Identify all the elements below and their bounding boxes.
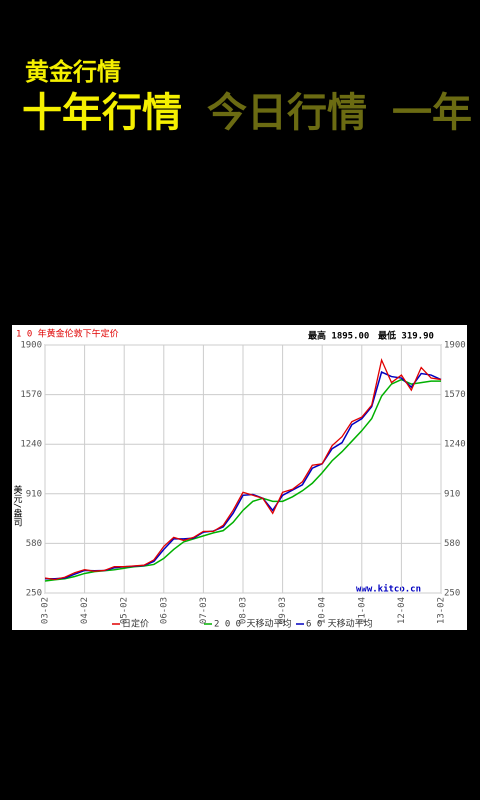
chart: 1 0 年黄金伦敦下午定价 最高 1895.00 最低 319.90 www.k… xyxy=(12,325,467,630)
y-tick-label: 1240 xyxy=(444,440,466,450)
price-line xyxy=(45,371,442,580)
y-tick-label: 580 xyxy=(444,539,460,549)
x-tick-label: 06-03 xyxy=(159,597,169,624)
y-tick-label: 1900 xyxy=(444,341,466,351)
x-tick-label: 05-02 xyxy=(120,597,130,624)
legend-label: 6 0 天移动平均 xyxy=(306,618,373,630)
x-tick-label: 08-03 xyxy=(239,597,249,624)
y-tick-label: 250 xyxy=(26,589,42,599)
y-tick-label: 910 xyxy=(444,489,460,499)
x-tick-label: 07-03 xyxy=(199,597,209,624)
tab[interactable]: 十年行情 xyxy=(22,90,182,136)
annotation: 最高 1895.00 xyxy=(308,330,369,342)
y-tick-label: 1570 xyxy=(20,390,42,400)
chart-title: 1 0 年黄金伦敦下午定价 xyxy=(16,328,119,340)
tab[interactable]: 今日行情 xyxy=(207,90,367,136)
annotation: www.kitco.cn xyxy=(356,584,421,595)
x-tick-label: 04-02 xyxy=(80,597,90,624)
x-tick-label: 03-02 xyxy=(41,597,51,624)
x-tick-label: 11-04 xyxy=(357,597,367,624)
price-line xyxy=(44,378,441,582)
y-tick-label: 1240 xyxy=(20,440,42,450)
price-line xyxy=(44,357,442,581)
tab[interactable]: 一年 xyxy=(392,90,472,136)
x-tick-label: 12-04 xyxy=(397,597,407,624)
annotation: 最低 319.90 xyxy=(378,330,434,342)
legend-label: 日定价 xyxy=(122,618,149,630)
x-tick-label: 13-02 xyxy=(437,597,447,624)
legend-label: 2 0 0 天移动平均 xyxy=(214,618,292,630)
app-title: 黄金行情 xyxy=(25,58,121,86)
y-tick-label: 1570 xyxy=(444,390,466,400)
y-axis-label: 美元/盎司 xyxy=(12,484,22,527)
y-tick-label: 910 xyxy=(26,489,42,499)
x-tick-label: 09-03 xyxy=(278,597,288,624)
y-tick-label: 1900 xyxy=(20,341,42,351)
y-tick-label: 250 xyxy=(444,589,460,599)
y-tick-label: 580 xyxy=(26,539,42,549)
x-tick-label: 10-04 xyxy=(318,597,328,624)
